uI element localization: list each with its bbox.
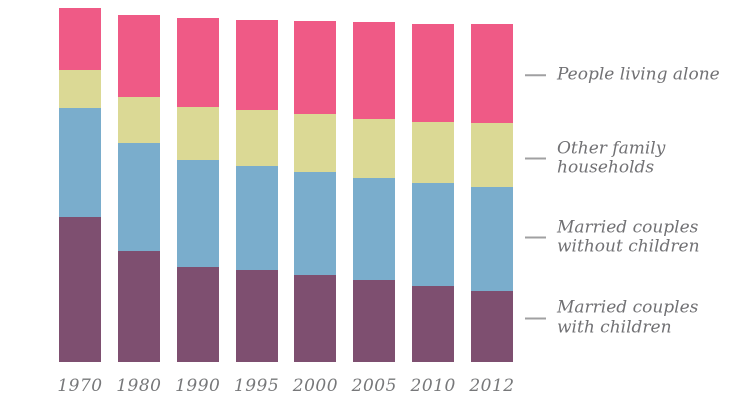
bar-2005: [353, 21, 396, 362]
bar-2010-segment-other-family-households: [412, 121, 455, 183]
bar-1970-segment-other-family-households: [59, 69, 101, 108]
bar-2000-segment-other-family-households: [294, 114, 337, 172]
bar-1980-segment-people-living-alone: [117, 14, 160, 97]
bar-1970: [59, 8, 101, 362]
bar-2000-segment-married-couples-with-children: [294, 275, 337, 362]
bar-2012-segment-married-couples-with-children: [470, 291, 513, 362]
bar-2012-segment-married-couples-without-children: [470, 186, 513, 292]
bar-1990-segment-other-family-households: [176, 106, 219, 161]
bar-1970-segment-people-living-alone: [59, 8, 101, 70]
bar-2000: [294, 21, 337, 362]
bar-2010-segment-married-couples-with-children: [412, 286, 455, 362]
bar-2010-segment-people-living-alone: [412, 23, 455, 122]
bar-2010: [412, 23, 455, 362]
bar-1970-segment-married-couples-with-children: [59, 216, 101, 362]
bar-2012-segment-other-family-households: [470, 122, 513, 187]
x-tick-label-1970: 1970: [57, 376, 103, 396]
bar-1990: [176, 18, 219, 362]
bar-1995-segment-married-couples-with-children: [235, 270, 278, 362]
bar-1995-segment-married-couples-without-children: [235, 166, 278, 271]
x-tick-label-2010: 2010: [410, 376, 456, 396]
bar-1980: [117, 14, 160, 362]
bar-2010-segment-married-couples-without-children: [412, 182, 455, 287]
bar-2005-segment-people-living-alone: [353, 21, 396, 119]
bar-1970-segment-married-couples-without-children: [59, 107, 101, 217]
bar-1990-segment-married-couples-with-children: [176, 267, 219, 362]
x-tick-label-2000: 2000: [292, 376, 339, 396]
bar-2005-segment-other-family-households: [353, 118, 396, 179]
bar-2005-segment-married-couples-with-children: [353, 279, 396, 362]
bar-1995-segment-people-living-alone: [235, 20, 278, 111]
x-tick-label-1990: 1990: [175, 376, 221, 396]
bar-2000-segment-married-couples-without-children: [294, 171, 337, 276]
x-tick-label-1995: 1995: [233, 376, 280, 396]
x-tick-label-2005: 2005: [351, 376, 397, 396]
bar-1980-segment-other-family-households: [117, 96, 160, 144]
x-tick-label-2012: 2012: [469, 376, 515, 396]
bar-1995-segment-other-family-households: [235, 110, 278, 167]
bar-1990-segment-people-living-alone: [176, 18, 219, 107]
bar-1980-segment-married-couples-with-children: [117, 250, 160, 362]
bar-1995: [235, 20, 278, 362]
x-tick-label-1980: 1980: [116, 376, 162, 396]
bar-1980-segment-married-couples-without-children: [117, 143, 160, 251]
bar-2012-segment-people-living-alone: [470, 23, 513, 123]
bar-2005-segment-married-couples-without-children: [353, 178, 396, 280]
bar-2000-segment-people-living-alone: [294, 21, 337, 115]
bar-1990-segment-married-couples-without-children: [176, 160, 219, 268]
bar-2012: [470, 23, 513, 362]
